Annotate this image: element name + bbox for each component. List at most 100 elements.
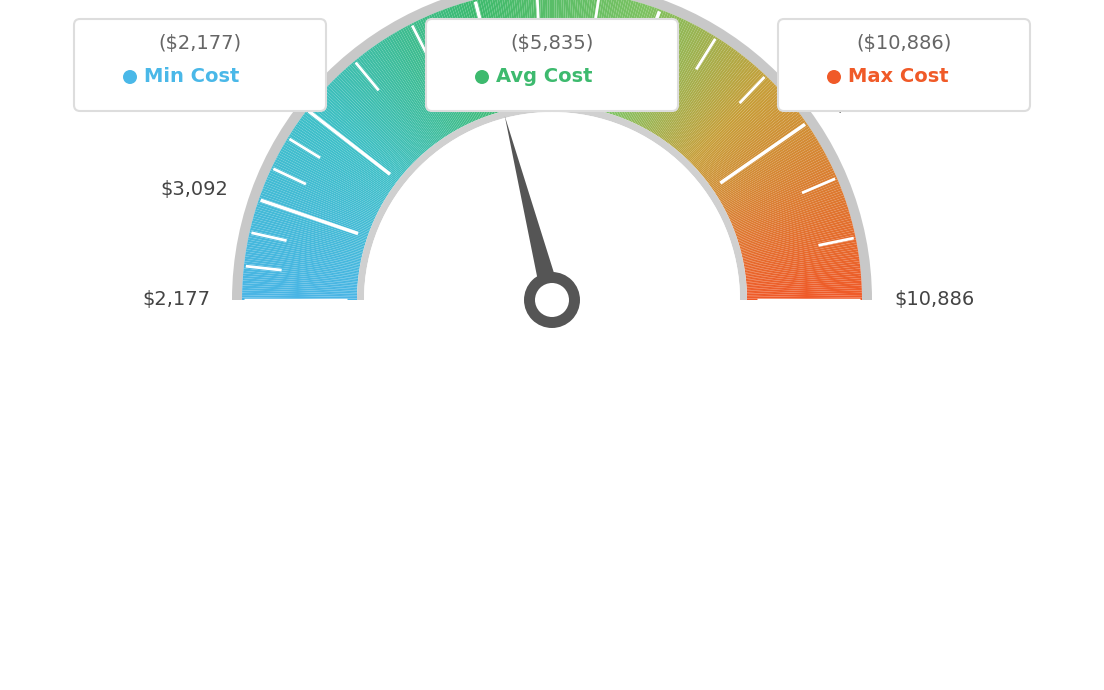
Wedge shape bbox=[354, 59, 428, 150]
Wedge shape bbox=[436, 12, 480, 119]
Wedge shape bbox=[382, 39, 446, 137]
Wedge shape bbox=[705, 108, 797, 181]
Wedge shape bbox=[394, 32, 454, 132]
Wedge shape bbox=[743, 235, 856, 260]
Wedge shape bbox=[332, 79, 415, 162]
Wedge shape bbox=[647, 30, 705, 130]
Wedge shape bbox=[625, 12, 670, 120]
Wedge shape bbox=[491, 0, 516, 109]
Wedge shape bbox=[493, 0, 517, 108]
Wedge shape bbox=[694, 88, 779, 168]
Wedge shape bbox=[613, 5, 650, 115]
Wedge shape bbox=[302, 114, 396, 184]
Wedge shape bbox=[542, 0, 548, 105]
Wedge shape bbox=[732, 181, 839, 227]
Wedge shape bbox=[672, 57, 746, 148]
Wedge shape bbox=[337, 76, 417, 160]
Wedge shape bbox=[710, 118, 804, 186]
Wedge shape bbox=[584, 0, 605, 108]
Wedge shape bbox=[341, 70, 421, 157]
Wedge shape bbox=[460, 3, 496, 114]
Wedge shape bbox=[698, 93, 785, 171]
Wedge shape bbox=[640, 23, 694, 127]
Wedge shape bbox=[596, 0, 625, 110]
Wedge shape bbox=[556, 0, 562, 105]
FancyBboxPatch shape bbox=[426, 19, 678, 111]
Wedge shape bbox=[288, 136, 386, 198]
Wedge shape bbox=[585, 0, 607, 108]
Circle shape bbox=[524, 272, 580, 328]
Wedge shape bbox=[245, 256, 359, 274]
Wedge shape bbox=[701, 101, 790, 176]
Wedge shape bbox=[357, 105, 747, 300]
Wedge shape bbox=[399, 30, 457, 130]
Wedge shape bbox=[319, 93, 406, 171]
Wedge shape bbox=[432, 14, 477, 121]
Wedge shape bbox=[306, 110, 397, 181]
Wedge shape bbox=[538, 0, 544, 105]
Wedge shape bbox=[575, 0, 591, 106]
Wedge shape bbox=[552, 0, 554, 105]
Wedge shape bbox=[254, 211, 365, 246]
Wedge shape bbox=[627, 14, 672, 121]
Wedge shape bbox=[352, 61, 427, 150]
Wedge shape bbox=[734, 190, 842, 233]
Wedge shape bbox=[636, 21, 689, 125]
Wedge shape bbox=[475, 0, 505, 111]
Wedge shape bbox=[289, 134, 388, 197]
Wedge shape bbox=[645, 27, 701, 129]
Wedge shape bbox=[253, 218, 364, 250]
Wedge shape bbox=[360, 55, 433, 147]
Wedge shape bbox=[244, 259, 359, 275]
Wedge shape bbox=[745, 259, 860, 275]
Circle shape bbox=[475, 70, 489, 84]
Wedge shape bbox=[326, 86, 411, 166]
Wedge shape bbox=[742, 230, 854, 257]
Wedge shape bbox=[424, 17, 474, 122]
Wedge shape bbox=[447, 8, 487, 117]
Wedge shape bbox=[374, 45, 442, 141]
Wedge shape bbox=[283, 144, 383, 204]
Wedge shape bbox=[742, 228, 854, 256]
Wedge shape bbox=[724, 155, 827, 210]
Polygon shape bbox=[505, 116, 562, 302]
Wedge shape bbox=[745, 256, 859, 274]
Wedge shape bbox=[638, 21, 691, 126]
Wedge shape bbox=[325, 88, 410, 168]
Wedge shape bbox=[407, 25, 463, 128]
Wedge shape bbox=[243, 271, 358, 283]
Wedge shape bbox=[295, 126, 391, 192]
Wedge shape bbox=[731, 177, 838, 224]
Wedge shape bbox=[242, 288, 358, 294]
Wedge shape bbox=[737, 204, 848, 241]
Wedge shape bbox=[744, 252, 859, 271]
Wedge shape bbox=[723, 150, 825, 208]
Wedge shape bbox=[263, 186, 371, 230]
Wedge shape bbox=[629, 15, 678, 121]
Wedge shape bbox=[746, 266, 860, 280]
Text: $10,886: $10,886 bbox=[894, 290, 974, 310]
Wedge shape bbox=[518, 0, 532, 106]
Wedge shape bbox=[412, 23, 465, 126]
Wedge shape bbox=[392, 33, 453, 133]
Wedge shape bbox=[347, 66, 424, 154]
Text: Max Cost: Max Cost bbox=[848, 68, 948, 86]
Wedge shape bbox=[487, 0, 512, 110]
Wedge shape bbox=[667, 49, 736, 143]
FancyBboxPatch shape bbox=[74, 19, 326, 111]
Wedge shape bbox=[697, 91, 783, 170]
Wedge shape bbox=[746, 271, 861, 283]
Wedge shape bbox=[688, 77, 769, 161]
Wedge shape bbox=[654, 36, 716, 135]
Wedge shape bbox=[712, 124, 808, 190]
Wedge shape bbox=[267, 175, 373, 223]
Wedge shape bbox=[739, 211, 850, 246]
Wedge shape bbox=[443, 9, 485, 117]
Wedge shape bbox=[683, 70, 763, 157]
Wedge shape bbox=[716, 134, 815, 197]
Wedge shape bbox=[254, 213, 364, 247]
Wedge shape bbox=[741, 225, 853, 255]
Wedge shape bbox=[708, 114, 802, 184]
Wedge shape bbox=[331, 81, 414, 164]
Wedge shape bbox=[745, 264, 860, 279]
